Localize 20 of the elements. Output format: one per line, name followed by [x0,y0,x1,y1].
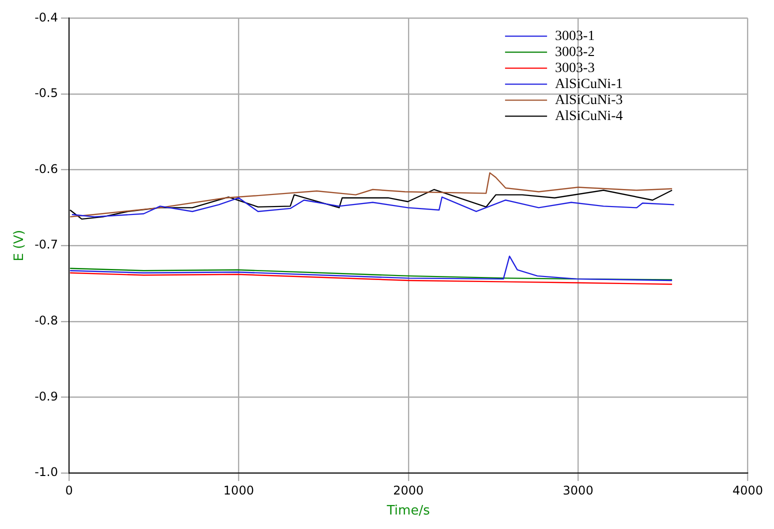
x-tick-label: 4000 [732,483,764,498]
x-axis-title: Time/s [386,504,430,519]
x-tick-label: 1000 [223,483,254,498]
x-tick-label: 2000 [393,483,424,498]
y-tick-label: -0.9 [34,389,58,404]
legend-label: 3003-2 [555,44,595,60]
y-tick-label: -0.7 [34,238,58,252]
legend-label: AlSiCuNi-1 [555,76,623,92]
legend-label: 3003-1 [555,28,595,44]
legend-label: 3003-3 [555,60,595,76]
x-tick-label: 0 [65,483,73,498]
y-axis-title: E (V) [12,230,28,262]
legend-label: AlSiCuNi-4 [555,108,623,124]
y-tick-label: -0.5 [34,86,58,100]
y-tick-label: -1.0 [34,465,58,480]
legend-label: AlSiCuNi-3 [555,92,623,108]
x-tick-label: 3000 [562,483,594,498]
y-tick-label: -0.8 [34,314,58,328]
y-tick-label: -0.6 [34,162,58,176]
y-tick-label: -0.4 [34,10,58,24]
